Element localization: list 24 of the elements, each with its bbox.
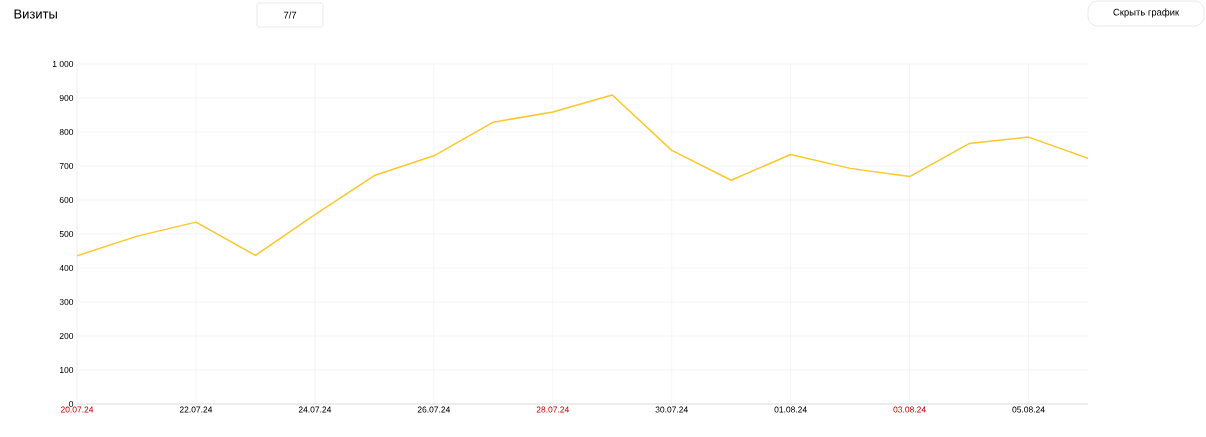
y-tick-label: 800 xyxy=(59,129,74,135)
x-tick-label: 30.07.24 xyxy=(655,406,688,413)
chart-title: Визиты xyxy=(14,9,57,19)
x-tick-label: 05.08.24 xyxy=(1012,406,1045,413)
x-tick-label: 26.07.24 xyxy=(417,406,451,413)
y-tick-label: 1 000 xyxy=(52,61,74,67)
x-tick-label: 20.07.24 xyxy=(60,406,94,413)
x-tick-label: 28.07.24 xyxy=(536,406,569,413)
y-tick-label: 0 xyxy=(69,401,74,407)
text: 7/7 xyxy=(283,11,297,19)
y-tick-label: 600 xyxy=(59,197,74,203)
y-tick-label: 700 xyxy=(59,163,74,169)
y-tick-label: 500 xyxy=(59,231,74,237)
x-tick-label: 03.08.24 xyxy=(893,406,926,413)
y-tick-label: 100 xyxy=(59,367,74,373)
y-tick-label: 900 xyxy=(59,95,74,101)
x-tick-label: 01.08.24 xyxy=(774,406,807,413)
x-tick-label: 22.07.24 xyxy=(179,406,213,413)
x-tick-label: 24.07.24 xyxy=(298,406,332,413)
y-tick-label: 400 xyxy=(59,265,74,271)
text: Скрыть график xyxy=(1113,8,1180,18)
line-series xyxy=(77,94,1088,257)
y-tick-label: 300 xyxy=(59,299,74,305)
y-tick-label: 200 xyxy=(59,333,74,339)
